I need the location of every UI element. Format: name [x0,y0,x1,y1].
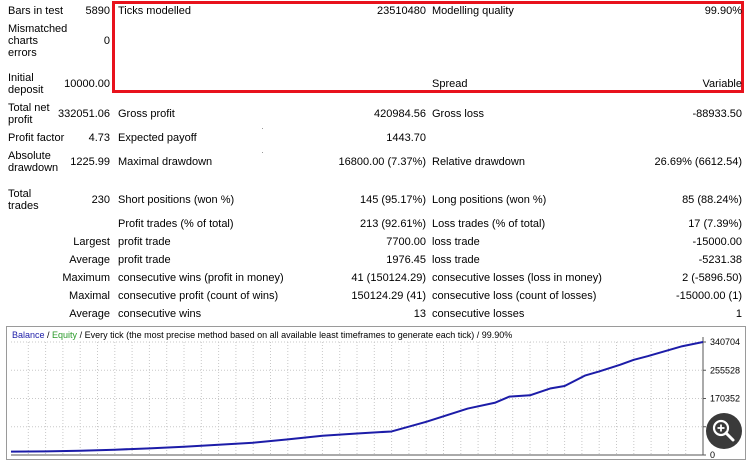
y-tick-label: 255528 [710,365,740,375]
largest-profit-value: 7700.00 [386,236,426,248]
average-prefix: Average [69,254,110,266]
largest-prefix: Largest [73,236,110,248]
mismatched-label-2: charts [8,35,38,47]
loss-trades-label: Loss trades (% of total) [432,218,546,230]
series-line-balance [10,341,704,453]
legend-equity: Equity [52,330,78,340]
total-trades-value: 230 [91,194,110,206]
absolute-drawdown-label-1: Absolute [8,150,51,162]
maximal-profit-label: consecutive profit (count of wins) [118,290,279,302]
profit-factor-label: Profit factor [8,132,65,144]
mismatched-label-3: errors [8,47,37,59]
short-positions-value: 145 (95.17%) [359,194,426,206]
total-net-profit-label-2: profit [8,114,33,126]
maximum-wins-label: consecutive wins (profit in money) [118,272,284,284]
initial-deposit-label-1: Initial [8,72,34,84]
profit-trades-label: Profit trades (% of total) [118,218,234,230]
gross-profit-label: Gross profit [118,108,175,120]
modelling-quality-value: 99.90% [704,5,742,17]
average-consecutive-losses-label: consecutive losses [432,308,525,320]
average-consecutive-losses-value: 1 [735,308,742,320]
gross-loss-value: -88933.50 [692,108,742,120]
legend-description: / Every tick (the most precise method ba… [77,330,513,340]
profit-factor-value: 4.73 [88,132,110,144]
average-consecutive-wins-value: 13 [413,308,426,320]
initial-deposit-label-2: deposit [8,84,44,96]
long-positions-value: 85 (88.24%) [682,194,742,206]
largest-loss-value: -15000.00 [692,236,742,248]
chart-plot: 340704255528170352851760 [10,337,740,459]
relative-drawdown-value: 26.69% (6612.54) [654,156,742,168]
initial-deposit-value: 10000.00 [64,78,110,90]
mismatched-label-1: Mismatched [8,23,68,35]
maximum-losses-value: 2 (-5896.50) [682,272,742,284]
average-consecutive-prefix: Average [69,308,110,320]
loss-trades-value: 17 (7.39%) [688,218,742,230]
gross-profit-value: 420984.56 [374,108,426,120]
expected-payoff-label: Expected payoff [118,132,197,144]
ticks-modelled-label: Ticks modelled [118,5,191,17]
maximal-drawdown-label: Maximal drawdown [118,156,213,168]
magnifier-plus-icon-glyph [712,419,735,442]
magnifier-plus-icon[interactable] [706,413,742,449]
absolute-drawdown-value: 1225.99 [70,156,110,168]
average-consecutive-wins-label: consecutive wins [118,308,202,320]
absolute-drawdown-label-2: drawdown [8,162,59,174]
y-tick-label: 170352 [710,394,740,404]
stray-dot [262,152,263,153]
stray-dot [262,128,263,129]
long-positions-label: Long positions (won %) [432,194,547,206]
average-loss-label: loss trade [432,254,480,266]
gross-loss-label: Gross loss [432,108,484,120]
average-loss-value: -5231.38 [698,254,742,266]
maximum-wins-value: 41 (150124.29) [351,272,426,284]
legend-balance: Balance [12,330,45,340]
maximal-drawdown-value: 16800.00 (7.37%) [338,156,426,168]
total-trades-label-1: Total [8,188,32,200]
maximum-losses-label: consecutive losses (loss in money) [432,272,602,284]
total-net-profit-value: 332051.06 [58,108,110,120]
average-profit-value: 1976.45 [386,254,426,266]
largest-profit-label: profit trade [118,236,171,248]
y-tick-label: 0 [710,450,715,459]
maximal-profit-value: 150124.29 (41) [351,290,426,302]
modelling-quality-label: Modelling quality [432,5,514,17]
highlight-box [112,1,744,93]
mismatched-value: 0 [103,35,110,47]
chart-legend: Balance / Equity / Every tick (the most … [12,330,512,341]
bars-in-test-value: 5890 [85,5,110,17]
maximal-prefix: Maximal [69,290,110,302]
expected-payoff-value: 1443.70 [386,132,426,144]
maximum-prefix: Maximum [62,272,110,284]
bars-in-test-label: Bars in test [8,5,64,17]
balance-chart: Balance / Equity / Every tick (the most … [6,326,746,460]
spread-value: Variable [702,78,742,90]
y-tick-label: 340704 [710,337,740,347]
average-profit-label: profit trade [118,254,171,266]
total-net-profit-label-1: Total net [8,102,50,114]
ticks-modelled-value: 23510480 [377,5,426,17]
spread-label: Spread [432,78,468,90]
largest-loss-label: loss trade [432,236,480,248]
short-positions-label: Short positions (won %) [118,194,235,206]
maximal-loss-label: consecutive loss (count of losses) [432,290,597,302]
relative-drawdown-label: Relative drawdown [432,156,525,168]
profit-trades-value: 213 (92.61%) [359,218,426,230]
maximal-loss-value: -15000.00 (1) [675,290,742,302]
total-trades-label-2: trades [8,200,39,212]
legend-separator: / [44,330,53,340]
